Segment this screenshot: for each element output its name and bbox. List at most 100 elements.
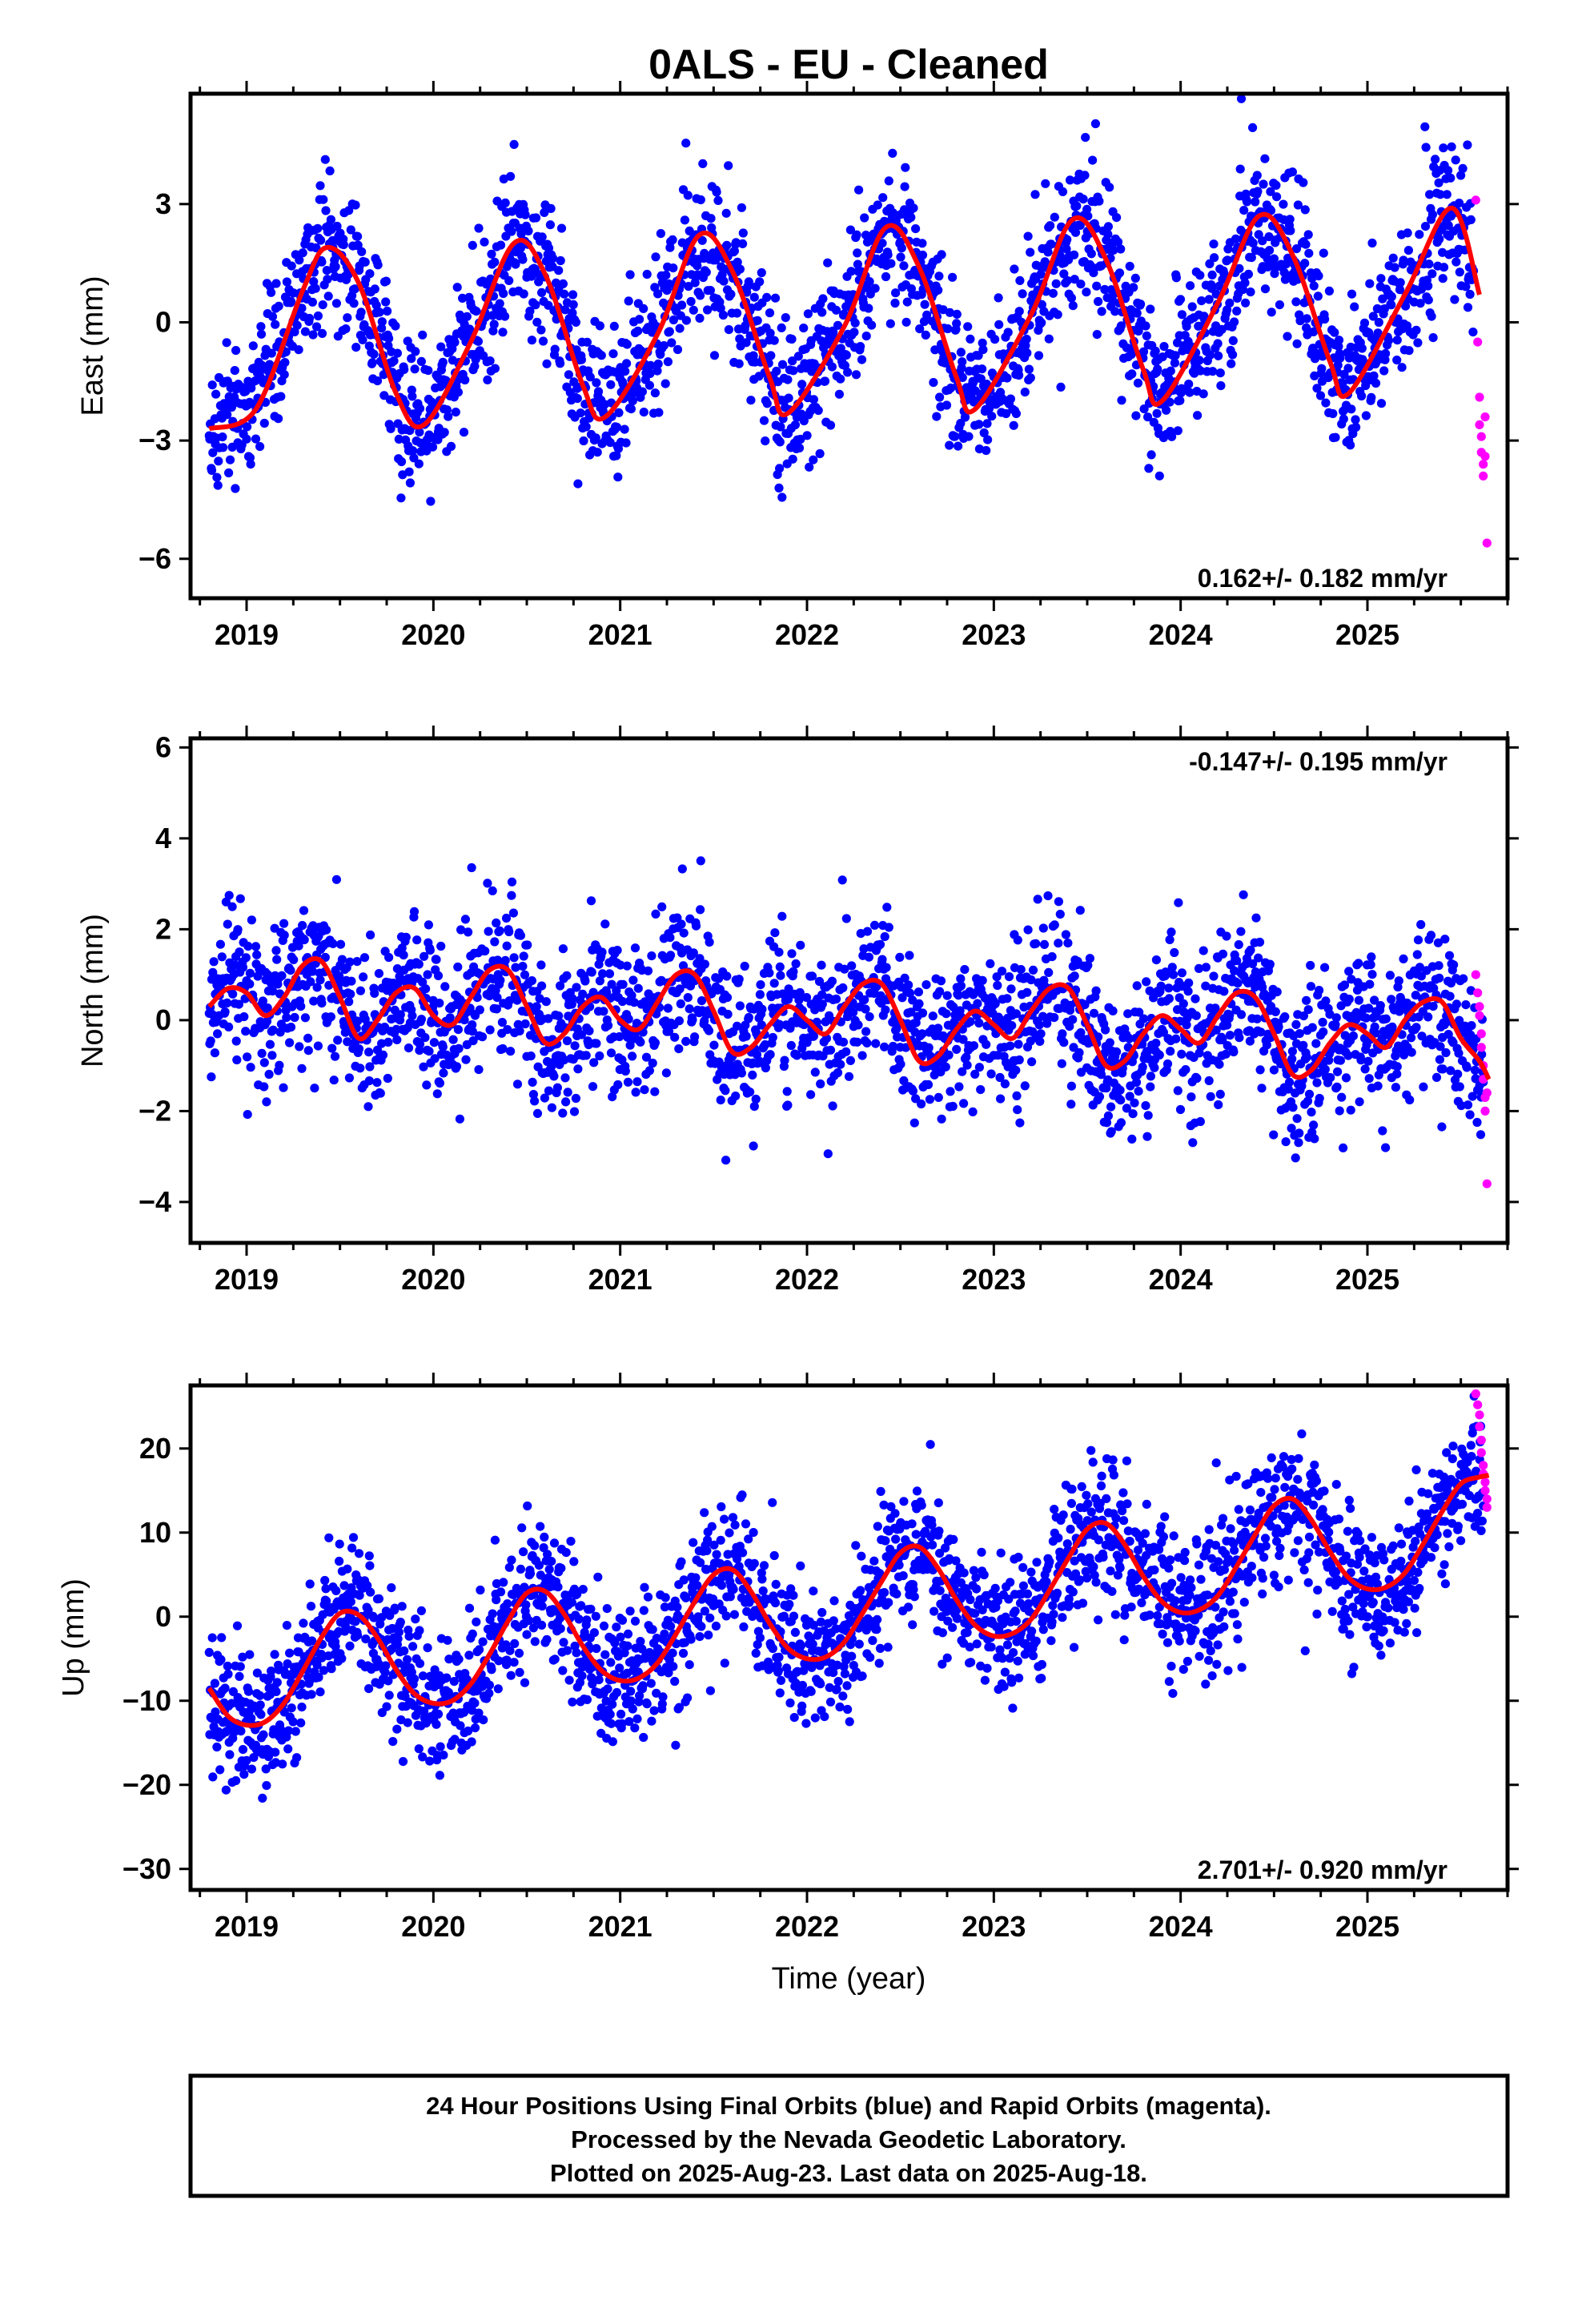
east-final-point-2198 <box>1411 325 1421 335</box>
east-final-point-2010 <box>1309 281 1319 291</box>
up-final-point-73 <box>245 1650 255 1659</box>
east-final-point-926 <box>716 304 725 313</box>
east-final-point-740 <box>612 451 621 460</box>
east-final-point-1369 <box>956 348 966 357</box>
east-final-point-193 <box>311 243 321 253</box>
east-final-point-1497 <box>1026 373 1035 383</box>
east-final-point-379 <box>415 428 424 437</box>
east-final-point-1253 <box>890 298 900 308</box>
east-final-point-260 <box>350 284 359 294</box>
north-final-point-2213 <box>1434 961 1443 971</box>
north-final-point-178 <box>303 1046 313 1055</box>
north-final-point-160 <box>295 1042 304 1051</box>
north-final-point-1643 <box>1116 1096 1126 1105</box>
east-final-point-1967 <box>1286 226 1295 235</box>
up-final-point-6 <box>208 1772 218 1782</box>
north-final-point-421 <box>435 1078 445 1088</box>
east-final-point-368 <box>409 453 419 463</box>
north-final-point-1541 <box>1063 939 1073 948</box>
east-final-point-1331 <box>935 392 945 402</box>
north-final-point-2254 <box>1455 1082 1464 1092</box>
north-final-point-2248 <box>1452 999 1461 1009</box>
east-final-point-937 <box>722 240 732 250</box>
east-final-point-1908 <box>1253 187 1263 196</box>
east-final-point-259 <box>349 299 359 308</box>
north-final-point-1546 <box>1066 1100 1076 1109</box>
north-final-point-1533 <box>1058 1029 1067 1039</box>
north-final-point-16 <box>213 1029 223 1039</box>
east-final-point-1543 <box>1051 279 1061 288</box>
east-final-point-1382 <box>963 322 973 332</box>
east-final-point-1212 <box>867 320 877 330</box>
north-final-point-2221 <box>1438 1064 1447 1074</box>
north-final-point-992 <box>749 1141 758 1151</box>
east-final-point-242 <box>339 240 348 250</box>
east-final-point-2170 <box>1395 278 1405 287</box>
east-final-point-1805 <box>1195 271 1205 280</box>
east-final-point-1111 <box>813 405 823 416</box>
north-final-point-1049 <box>780 1055 789 1065</box>
east-final-point-295 <box>370 284 379 294</box>
east-final-point-2140 <box>1379 366 1389 376</box>
north-final-point-221 <box>327 1043 337 1053</box>
east-final-point-146 <box>286 296 296 307</box>
north-final-point-1158 <box>844 1072 854 1081</box>
north-final-point-309 <box>375 1088 385 1098</box>
east-final-point-787 <box>637 387 648 396</box>
east-final-point-1123 <box>820 376 830 386</box>
east-final-point-1028 <box>769 336 779 345</box>
east-final-point-1093 <box>805 462 814 472</box>
north-final-point-11 <box>210 1048 219 1058</box>
east-final-point-952 <box>729 246 740 255</box>
east-final-point-1164 <box>841 350 851 360</box>
east-final-point-1361 <box>952 309 962 319</box>
east-final-point-606 <box>540 207 549 217</box>
east-final-point-745 <box>614 408 624 417</box>
east-final-point-961 <box>734 359 744 368</box>
north-final-point-57 <box>235 894 245 903</box>
east-final-point-893 <box>697 235 707 245</box>
east-final-point-1037 <box>774 483 784 493</box>
north-final-point-696 <box>586 896 596 906</box>
east-final-point-990 <box>749 292 759 302</box>
north-final-point-551 <box>507 877 517 887</box>
east-final-point-1021 <box>765 328 775 338</box>
east-final-point-303 <box>375 308 384 317</box>
north-xtick-label-2021: 2021 <box>588 1263 652 1296</box>
north-final-point-105 <box>264 1069 274 1080</box>
north-final-point-494 <box>474 1065 484 1075</box>
east-final-point-510 <box>487 249 496 259</box>
north-final-point-1068 <box>791 959 801 969</box>
north-final-point-815 <box>650 1038 661 1047</box>
east-final-point-868 <box>683 191 693 200</box>
north-final-point-1182 <box>857 1051 867 1060</box>
east-final-point-419 <box>436 342 446 352</box>
north-final-point-1281 <box>914 999 924 1008</box>
north-final-point-187 <box>309 996 319 1006</box>
up-final-point-21 <box>217 1633 227 1642</box>
north-final-point-1538 <box>1061 930 1070 939</box>
north-final-point-549 <box>506 1047 516 1056</box>
north-final-point-625 <box>549 1072 559 1081</box>
east-final-point-1867 <box>1232 306 1242 316</box>
east-final-point-687 <box>582 337 592 347</box>
east-final-point-983 <box>746 396 756 405</box>
east-final-point-1076 <box>796 434 805 444</box>
north-final-point-959 <box>731 1092 741 1101</box>
north-final-point-1154 <box>841 914 851 923</box>
north-final-point-727 <box>604 1020 613 1030</box>
north-final-point-508 <box>484 927 493 936</box>
east-final-point-1836 <box>1214 351 1223 360</box>
north-final-point-942 <box>722 971 732 981</box>
east-final-point-359 <box>404 467 414 476</box>
north-final-point-1920 <box>1269 1065 1279 1075</box>
east-final-point-2244 <box>1439 263 1449 272</box>
north-final-point-857 <box>674 1016 685 1026</box>
north-final-point-189 <box>310 1084 319 1093</box>
north-final-point-1892 <box>1255 937 1265 947</box>
north-final-point-30 <box>220 1007 230 1017</box>
east-final-point-2242 <box>1438 274 1447 283</box>
east-final-point-1918 <box>1259 179 1268 189</box>
north-final-point-95 <box>259 1082 269 1092</box>
north-final-point-453 <box>453 962 463 972</box>
